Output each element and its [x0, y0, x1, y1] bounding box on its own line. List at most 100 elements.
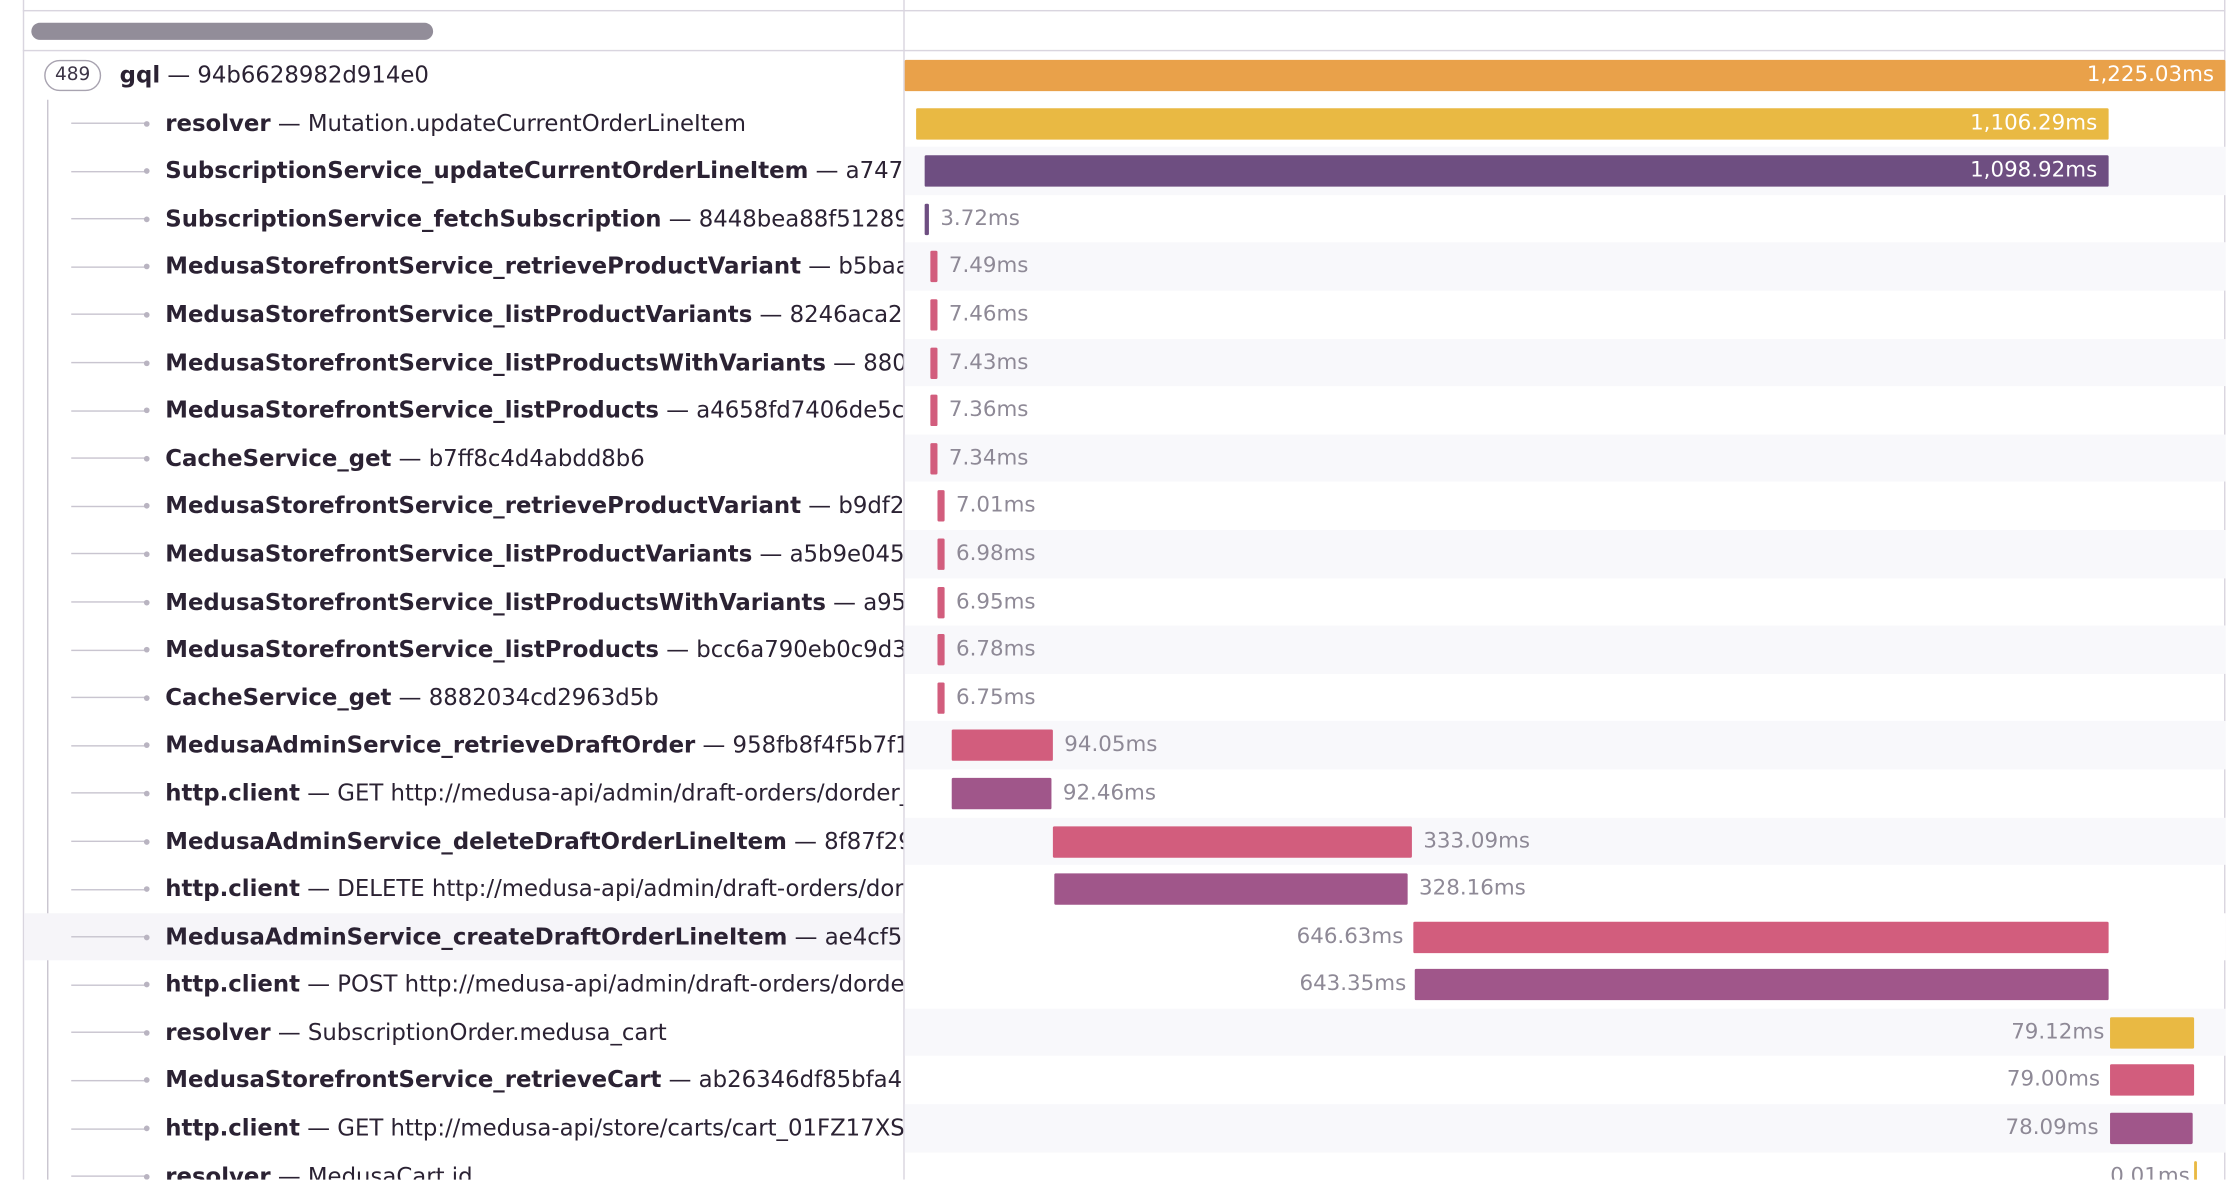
span-duration: 6.95ms: [956, 587, 1036, 614]
span-bar[interactable]: [937, 538, 945, 570]
span-op: resolver: [165, 109, 271, 137]
span-label: MedusaAdminService_createDraftOrderLineI…: [165, 913, 903, 961]
span-duration: 7.43ms: [948, 348, 1029, 375]
tree-node-dot: [143, 838, 150, 845]
span-description: a5b9e0454599: [789, 539, 904, 567]
span-row[interactable]: MedusaStorefrontService_retrieveCart — a…: [24, 1056, 2225, 1104]
span-bar[interactable]: [937, 586, 945, 618]
tree-branch: [71, 984, 146, 986]
span-bar[interactable]: [937, 634, 945, 666]
span-label: gql — 94b6628982d914e0: [119, 61, 429, 89]
span-duration: 92.46ms: [1062, 779, 1156, 805]
span-bar[interactable]: [930, 394, 938, 427]
tree-branch: [71, 649, 146, 651]
span-label: MedusaStorefrontService_listProductsWith…: [165, 338, 903, 386]
span-label: MedusaStorefrontService_listProductVaria…: [165, 530, 903, 578]
span-bar[interactable]: [916, 107, 2109, 140]
span-bar[interactable]: [930, 347, 938, 379]
span-description: MedusaCart.id: [307, 1162, 473, 1180]
span-name-cell: MedusaAdminService_retrieveDraftOrder — …: [24, 721, 903, 769]
span-name-cell: CacheService_get — b7ff8c4d4abdd8b6: [24, 434, 903, 482]
span-row[interactable]: MedusaStorefrontService_listProductsWith…: [24, 338, 2226, 387]
span-timeline-cell: 7.46ms: [905, 291, 2226, 339]
span-timeline-cell: 6.98ms: [904, 529, 2226, 578]
tree-branch: [71, 840, 146, 843]
span-bar[interactable]: [2110, 1112, 2193, 1145]
span-description: 8882034cd2963d5b: [428, 683, 659, 711]
span-row[interactable]: http.client — DELETE http://medusa-api/a…: [24, 865, 2225, 913]
tree-node-dot: [143, 886, 150, 893]
span-bar[interactable]: [1054, 873, 1408, 905]
span-row[interactable]: MedusaStorefrontService_listProductVaria…: [24, 291, 2225, 339]
span-row[interactable]: MedusaStorefrontService_retrieveProductV…: [24, 242, 2226, 291]
span-row[interactable]: resolver — SubscriptionOrder.medusa_cart…: [24, 1008, 2226, 1057]
span-duration: 6.98ms: [956, 539, 1036, 566]
span-row[interactable]: MedusaStorefrontService_listProductsWith…: [24, 578, 2225, 626]
span-row[interactable]: http.client — POST http://medusa-api/adm…: [24, 961, 2225, 1009]
horizontal-scrollbar[interactable]: [31, 22, 434, 40]
span-duration: 328.16ms: [1419, 874, 1526, 901]
tree-node-dot: [143, 1077, 150, 1084]
span-op: CacheService_get: [165, 683, 392, 711]
span-bar[interactable]: [1413, 921, 2109, 953]
span-timeline-cell: 79.00ms: [905, 1056, 2226, 1104]
span-label: http.client — GET http://medusa-api/admi…: [165, 769, 903, 817]
span-name-cell: MedusaAdminService_deleteDraftOrderLineI…: [24, 817, 903, 865]
span-name-cell: MedusaStorefrontService_listProductsWith…: [24, 338, 903, 386]
span-timeline-cell: 1,225.03ms: [904, 51, 2226, 99]
span-name-cell: CacheService_get — 8882034cd2963d5b: [24, 674, 903, 722]
span-duration: 646.63ms: [1296, 922, 1404, 949]
children-count-badge[interactable]: 489: [44, 59, 102, 92]
span-row[interactable]: MedusaStorefrontService_retrieveProductV…: [24, 482, 2225, 530]
span-row[interactable]: MedusaStorefrontService_listProducts — a…: [24, 386, 2225, 434]
span-label: MedusaStorefrontService_listProductsWith…: [165, 578, 903, 626]
span-bar[interactable]: [2194, 1160, 2197, 1180]
span-bar[interactable]: [951, 777, 1052, 810]
span-row[interactable]: SubscriptionService_fetchSubscription — …: [24, 195, 2225, 243]
span-label: CacheService_get — 8882034cd2963d5b: [165, 683, 659, 711]
tree-node-dot: [143, 982, 150, 988]
span-row[interactable]: resolver — Mutation.updateCurrentOrderLi…: [24, 99, 2225, 147]
span-bar[interactable]: [2110, 1017, 2195, 1049]
span-bar[interactable]: [930, 299, 938, 331]
span-op: MedusaStorefrontService_listProductVaria…: [165, 539, 753, 567]
span-row[interactable]: CacheService_get — b7ff8c4d4abdd8b6 7.34…: [24, 434, 2226, 483]
span-duration: 6.75ms: [956, 683, 1036, 710]
span-bar[interactable]: [924, 203, 929, 235]
span-op: MedusaStorefrontService_listProductVaria…: [165, 300, 753, 328]
span-duration: 79.00ms: [2006, 1066, 2101, 1093]
span-bar[interactable]: [924, 155, 2109, 187]
span-row[interactable]: http.client — GET http://medusa-api/stor…: [24, 1104, 2226, 1153]
span-bar[interactable]: [930, 442, 938, 475]
span-label: MedusaStorefrontService_retrieveProductV…: [165, 243, 903, 291]
span-bar[interactable]: [1414, 969, 2109, 1001]
span-row[interactable]: MedusaAdminService_createDraftOrderLineI…: [24, 912, 2226, 961]
span-bar[interactable]: [1052, 825, 1412, 857]
tree-branch: [71, 314, 146, 316]
span-timeline-cell: 6.78ms: [904, 625, 2226, 674]
span-bar[interactable]: [937, 682, 945, 714]
span-row-root[interactable]: 489 gql — 94b6628982d914e0 1,225.03ms: [24, 51, 2226, 99]
span-row[interactable]: SubscriptionService_updateCurrentOrderLi…: [24, 147, 2226, 195]
span-duration: 333.09ms: [1423, 827, 1531, 853]
span-bar[interactable]: [2110, 1064, 2195, 1097]
span-bar[interactable]: [951, 729, 1053, 762]
span-name-cell: resolver — SubscriptionOrder.medusa_cart: [24, 1009, 903, 1057]
span-row[interactable]: MedusaStorefrontService_listProducts — b…: [24, 625, 2226, 674]
span-row[interactable]: CacheService_get — 8882034cd2963d5b 6.75…: [24, 674, 2225, 722]
span-row[interactable]: http.client — GET http://medusa-api/admi…: [24, 769, 2225, 817]
span-name-cell: MedusaStorefrontService_listProductsWith…: [24, 578, 903, 626]
column-divider[interactable]: [903, 0, 905, 1180]
span-row[interactable]: MedusaAdminService_retrieveDraftOrder — …: [24, 721, 2226, 770]
span-timeline-cell: 6.75ms: [905, 674, 2226, 722]
span-bar[interactable]: [904, 59, 2226, 92]
span-name-cell: http.client — POST http://medusa-api/adm…: [24, 961, 903, 1009]
span-bar[interactable]: [930, 251, 938, 283]
span-bar[interactable]: [937, 490, 945, 522]
span-op: MedusaStorefrontService_listProducts: [165, 396, 659, 424]
span-row[interactable]: MedusaAdminService_deleteDraftOrderLineI…: [24, 817, 2226, 865]
span-op: MedusaAdminService_deleteDraftOrderLineI…: [165, 827, 787, 855]
span-description: b5baafca82: [838, 252, 904, 280]
span-label: MedusaStorefrontService_retrieveCart — a…: [165, 1056, 903, 1104]
span-row[interactable]: MedusaStorefrontService_listProductVaria…: [24, 529, 2226, 578]
